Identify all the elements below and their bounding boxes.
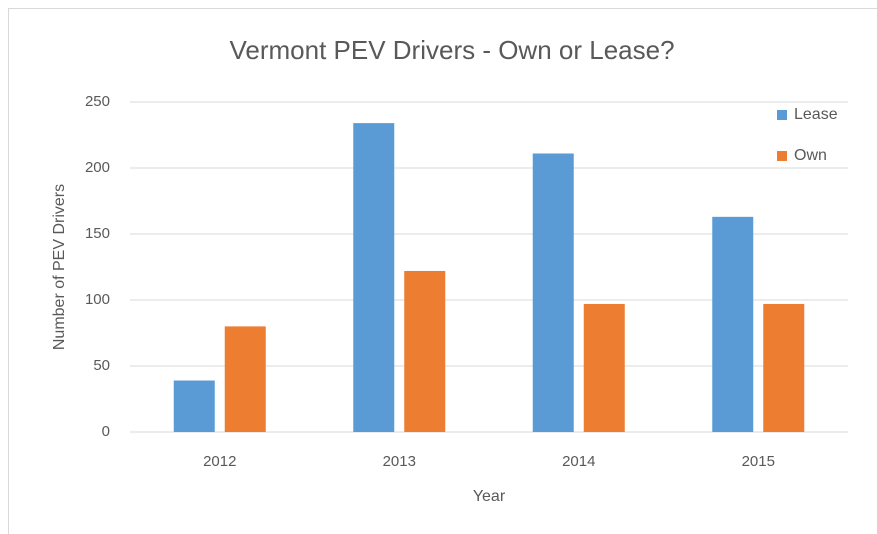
y-tick-label: 200 (85, 159, 110, 176)
bar (404, 270, 446, 432)
legend-label: Lease (794, 106, 838, 123)
y-tick-label: 100 (85, 291, 110, 308)
legend-swatch (777, 110, 787, 120)
x-tick-label: 2013 (383, 453, 416, 470)
y-tick-label: 0 (102, 423, 110, 440)
y-tick-label: 150 (85, 225, 110, 242)
bar (173, 380, 215, 432)
x-tick-label: 2015 (742, 453, 775, 470)
legend-swatch (777, 151, 787, 161)
bar (224, 326, 266, 432)
x-tick-label: 2014 (562, 453, 595, 470)
x-axis-label: Year (473, 488, 506, 505)
x-tick-label: 2012 (203, 453, 236, 470)
legend-label: Own (794, 147, 827, 164)
y-tick-label: 50 (93, 357, 110, 374)
bar (583, 303, 625, 432)
y-axis-label: Number of PEV Drivers (51, 184, 68, 350)
bar (353, 123, 395, 433)
chart-title: Vermont PEV Drivers - Own or Lease? (229, 35, 674, 65)
bar (712, 216, 754, 432)
bar (763, 303, 805, 432)
y-tick-label: 250 (85, 93, 110, 110)
bar (532, 153, 574, 433)
